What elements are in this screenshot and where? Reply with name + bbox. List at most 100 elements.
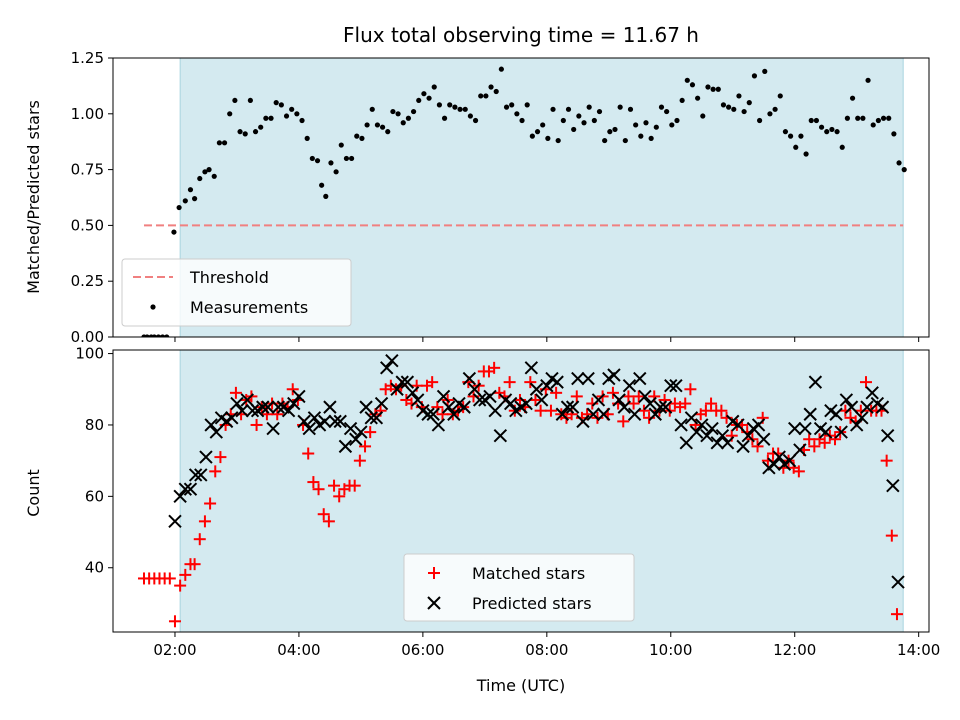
- measurement-point: [715, 86, 721, 92]
- predicted-star-point: [349, 432, 363, 446]
- measurement-point: [328, 160, 334, 166]
- matched-star-point: [524, 376, 537, 389]
- measurement-point: [886, 115, 892, 121]
- top-y-tick-label: 1.25: [71, 49, 104, 67]
- predicted-star-point: [705, 421, 719, 436]
- measurement-point: [576, 113, 582, 119]
- matched-star-point: [198, 515, 211, 528]
- predicted-star-point: [834, 425, 848, 439]
- measurement-point: [700, 113, 706, 119]
- legend-matched-swatch: [428, 567, 440, 579]
- measurement-point: [263, 115, 269, 121]
- bottom-y-tick-label: 40: [85, 559, 104, 577]
- measurement-point: [617, 104, 623, 110]
- predicted-star-point: [849, 418, 864, 432]
- measurement-point: [323, 193, 329, 199]
- top-legend-box: [121, 258, 352, 327]
- bottom-y-axis-label: Count: [24, 469, 43, 517]
- top-y-tick-label: 0.50: [71, 216, 104, 234]
- matched-star-point: [179, 568, 192, 581]
- predicted-star-point: [591, 393, 606, 407]
- measurement-point: [467, 113, 473, 119]
- measurement-point: [202, 169, 208, 175]
- measurement-point: [762, 68, 768, 74]
- matched-star-point: [699, 404, 712, 417]
- predicted-star-point: [302, 421, 316, 436]
- predicted-star-point: [669, 378, 683, 393]
- measurement-point: [622, 137, 628, 144]
- matched-star-point: [286, 383, 299, 396]
- measurement-point: [447, 102, 453, 108]
- matched-star-point: [534, 404, 547, 417]
- measurement-point: [314, 158, 321, 164]
- predicted-star-point: [633, 371, 647, 386]
- measurement-point: [581, 120, 587, 126]
- matched-star-point: [174, 579, 187, 592]
- matched-star-point: [679, 397, 692, 410]
- predicted-star-point: [472, 393, 487, 407]
- predicted-star-point: [400, 375, 415, 389]
- measurement-point: [674, 117, 680, 124]
- measurement-point: [343, 155, 350, 162]
- measurement-point: [197, 175, 203, 182]
- measurement-point: [410, 108, 417, 115]
- predicted-star-point: [571, 371, 585, 386]
- predicted-star-point: [359, 400, 373, 414]
- predicted-star-point: [865, 386, 879, 400]
- measurement-point: [514, 111, 520, 117]
- measurement-point: [901, 167, 907, 173]
- top-y-tick-label: 0.75: [71, 161, 104, 179]
- predicted-star-point: [829, 407, 843, 421]
- predicted-star-point: [700, 428, 714, 443]
- measurement-point: [571, 126, 577, 133]
- predicted-star-point: [395, 375, 409, 389]
- predicted-star-point: [374, 396, 389, 411]
- bottom-x-tick-label: 02:00: [153, 641, 196, 659]
- measurement-point: [369, 106, 375, 112]
- predicted-stars-series: [168, 354, 905, 589]
- predicted-star-point: [235, 403, 249, 418]
- predicted-star-point: [839, 393, 854, 407]
- measurement-point: [273, 100, 279, 106]
- measurement-point: [289, 106, 295, 112]
- measurement-point: [395, 111, 401, 117]
- predicted-star-point: [736, 439, 750, 454]
- predicted-star-point: [292, 389, 306, 404]
- matched-star-point: [364, 426, 377, 439]
- measurement-point: [664, 108, 670, 115]
- measurement-point: [278, 102, 284, 108]
- measurement-point: [462, 106, 468, 112]
- measurement-point: [767, 111, 773, 117]
- bottom-legend-box: [403, 553, 635, 622]
- legend-matched-label: Matched stars: [472, 564, 585, 583]
- predicted-star-point: [788, 421, 802, 436]
- measurement-point: [206, 167, 212, 173]
- predicted-star-point: [581, 371, 595, 386]
- matched-star-point: [488, 361, 501, 374]
- predicted-star-point: [798, 421, 812, 436]
- matched-star-point: [880, 454, 893, 467]
- matched-star-point: [627, 397, 640, 410]
- measurement-point: [390, 108, 396, 115]
- predicted-star-point: [596, 407, 611, 421]
- matched-star-point: [307, 476, 320, 489]
- predicted-star-point: [188, 468, 203, 482]
- measurement-point: [627, 106, 634, 112]
- measurement-point: [385, 129, 391, 135]
- predicted-star-point: [524, 361, 539, 375]
- predicted-star-point: [793, 443, 807, 457]
- measurement-point: [457, 106, 463, 112]
- measurement-point: [488, 84, 494, 90]
- predicted-star-point: [168, 514, 182, 529]
- matched-star-point: [544, 404, 557, 417]
- measurement-point: [731, 106, 737, 112]
- predicted-star-point: [617, 400, 631, 414]
- measurement-point: [237, 129, 243, 135]
- measurement-point: [524, 102, 530, 108]
- predicted-star-point: [338, 439, 353, 454]
- predicted-star-point: [323, 400, 337, 414]
- measurement-point: [221, 140, 228, 146]
- predicted-star-point: [369, 411, 384, 425]
- predicted-star-point: [256, 400, 270, 414]
- predicted-star-point: [462, 371, 477, 386]
